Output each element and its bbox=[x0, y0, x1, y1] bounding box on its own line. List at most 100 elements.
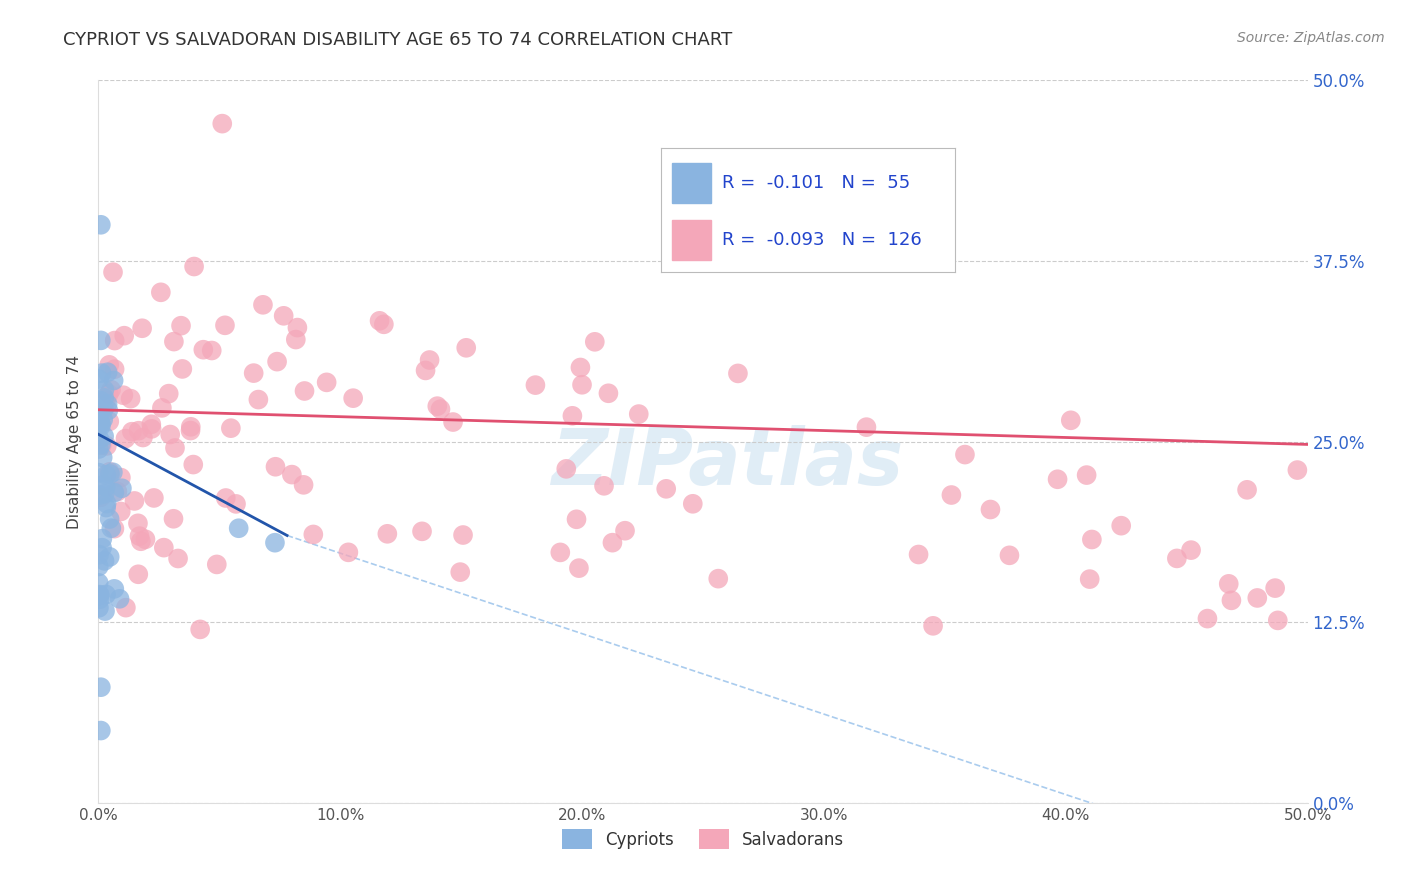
Point bbox=[1076, 468, 1098, 483]
Point bbox=[225, 497, 247, 511]
Point bbox=[247, 392, 270, 407]
Point bbox=[97, 397, 120, 411]
Point bbox=[292, 478, 315, 492]
Bar bbox=[672, 220, 710, 260]
Point bbox=[550, 545, 572, 559]
Point bbox=[98, 465, 121, 479]
Point bbox=[93, 487, 115, 501]
Point bbox=[375, 526, 398, 541]
Point bbox=[111, 481, 134, 495]
Point bbox=[998, 549, 1021, 563]
Point bbox=[103, 522, 125, 536]
Point bbox=[284, 333, 307, 347]
Point bbox=[215, 491, 238, 505]
Point bbox=[98, 414, 121, 428]
Point bbox=[110, 504, 132, 518]
Point bbox=[90, 723, 112, 738]
Point bbox=[727, 367, 749, 381]
Point bbox=[87, 548, 110, 562]
Point bbox=[94, 480, 117, 494]
Point bbox=[89, 404, 111, 418]
Point bbox=[97, 387, 120, 401]
Point bbox=[172, 362, 194, 376]
Point bbox=[953, 448, 976, 462]
Point bbox=[108, 591, 131, 606]
Point bbox=[1264, 581, 1286, 595]
Point bbox=[93, 383, 115, 397]
Point bbox=[1236, 483, 1258, 497]
Point bbox=[1060, 413, 1083, 427]
Point bbox=[907, 548, 929, 562]
Point bbox=[90, 491, 112, 505]
Point bbox=[342, 391, 364, 405]
Point bbox=[524, 378, 547, 392]
Point bbox=[134, 533, 156, 547]
Point bbox=[568, 561, 591, 575]
Point bbox=[100, 521, 122, 535]
Text: R =  -0.093   N =  126: R = -0.093 N = 126 bbox=[723, 231, 922, 249]
Point bbox=[593, 479, 616, 493]
Point bbox=[1267, 613, 1289, 627]
Point bbox=[922, 619, 945, 633]
Point bbox=[90, 218, 112, 232]
Point bbox=[451, 528, 474, 542]
Point bbox=[149, 285, 172, 300]
Legend: Cypriots, Salvadorans: Cypriots, Salvadorans bbox=[555, 822, 851, 856]
Point bbox=[419, 353, 441, 368]
Point bbox=[449, 565, 471, 579]
Point bbox=[167, 551, 190, 566]
Point bbox=[110, 470, 132, 484]
Point bbox=[368, 314, 391, 328]
Point bbox=[91, 541, 114, 555]
Text: Source: ZipAtlas.com: Source: ZipAtlas.com bbox=[1237, 31, 1385, 45]
Point bbox=[94, 604, 117, 618]
Point bbox=[93, 429, 115, 443]
Point bbox=[150, 401, 173, 415]
Point bbox=[1197, 611, 1219, 625]
Point bbox=[87, 372, 110, 386]
Point bbox=[87, 466, 110, 480]
Point bbox=[180, 424, 202, 438]
Point bbox=[96, 500, 118, 515]
Point bbox=[163, 334, 186, 349]
Point bbox=[114, 432, 136, 446]
Point bbox=[128, 529, 150, 543]
Point bbox=[93, 391, 115, 405]
Point bbox=[103, 582, 125, 596]
Point bbox=[101, 465, 124, 479]
Point bbox=[287, 320, 309, 334]
Point bbox=[1220, 593, 1243, 607]
Point bbox=[131, 321, 153, 335]
Point bbox=[107, 484, 129, 499]
Point bbox=[91, 532, 114, 546]
Point bbox=[87, 442, 110, 456]
Point bbox=[273, 309, 295, 323]
Point bbox=[90, 417, 112, 431]
Point bbox=[89, 488, 111, 502]
Point bbox=[214, 318, 236, 333]
Point bbox=[157, 386, 180, 401]
Point bbox=[90, 334, 112, 348]
Point bbox=[1246, 591, 1268, 605]
Point bbox=[162, 512, 184, 526]
Point bbox=[411, 524, 433, 539]
Point bbox=[264, 535, 287, 549]
Point bbox=[373, 318, 395, 332]
Point bbox=[855, 420, 877, 434]
Point bbox=[89, 592, 111, 607]
Point bbox=[555, 462, 578, 476]
Point bbox=[429, 402, 451, 417]
Point bbox=[127, 516, 149, 531]
Point bbox=[201, 343, 224, 358]
Point bbox=[561, 409, 583, 423]
Point bbox=[141, 422, 163, 436]
Point bbox=[89, 588, 111, 602]
Text: R =  -0.101   N =  55: R = -0.101 N = 55 bbox=[723, 174, 911, 192]
Point bbox=[315, 376, 337, 390]
Point bbox=[91, 412, 114, 426]
Point bbox=[98, 467, 121, 481]
Point bbox=[91, 450, 114, 465]
Point bbox=[129, 534, 152, 549]
Point bbox=[115, 600, 138, 615]
Point bbox=[90, 393, 112, 408]
